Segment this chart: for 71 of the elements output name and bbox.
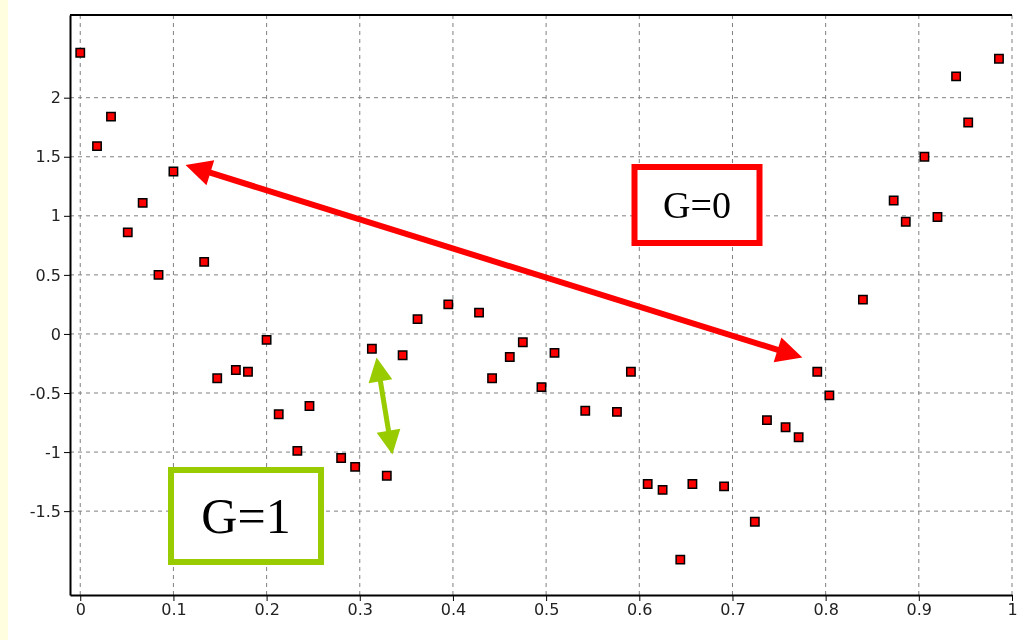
point <box>963 117 974 128</box>
point <box>350 461 361 472</box>
point <box>366 343 377 354</box>
annotation: G=0 <box>663 184 731 226</box>
y-tick-label: -0.5 <box>29 383 61 403</box>
point <box>642 479 653 489</box>
point <box>919 151 930 162</box>
point <box>292 445 303 456</box>
point <box>749 516 760 527</box>
point <box>762 415 772 426</box>
x-tick-label: 0 <box>75 600 86 620</box>
point <box>625 366 636 377</box>
point <box>304 401 315 411</box>
y-tick-label: -1 <box>45 442 61 462</box>
point <box>612 406 622 417</box>
point <box>900 216 911 227</box>
point <box>549 347 560 358</box>
point <box>487 373 498 384</box>
x-tick-label: 0.4 <box>440 600 467 620</box>
point <box>381 470 392 481</box>
point <box>106 111 116 122</box>
point <box>517 337 528 348</box>
point <box>824 390 835 401</box>
point <box>168 166 179 177</box>
point <box>812 366 823 377</box>
point <box>199 256 210 267</box>
point <box>474 307 484 318</box>
point <box>273 409 284 420</box>
point <box>536 382 547 393</box>
x-tick-label: 0.7 <box>720 600 746 620</box>
x-tick-label: 0.1 <box>161 600 187 620</box>
y-tick-label: 1.5 <box>35 147 61 167</box>
x-tick-label: 0.8 <box>813 600 839 620</box>
y-tick-label: 1 <box>50 206 61 226</box>
y-tick-label: 0.5 <box>35 265 61 285</box>
x-tick-label: 0.9 <box>906 600 933 620</box>
point <box>857 294 868 305</box>
point <box>336 453 347 463</box>
point <box>92 141 102 152</box>
x-tick-label: 0.2 <box>254 600 280 620</box>
point <box>951 71 962 82</box>
point <box>412 314 423 325</box>
point <box>888 195 899 206</box>
point <box>780 422 791 433</box>
point <box>994 53 1004 64</box>
point <box>657 484 668 495</box>
point <box>261 334 272 345</box>
point <box>122 227 133 238</box>
point <box>212 373 223 384</box>
y-tick-label: 0 <box>50 324 61 344</box>
x-tick-label: 1 <box>1007 600 1018 620</box>
point <box>932 212 943 222</box>
point <box>675 554 686 565</box>
point <box>243 366 253 377</box>
point <box>687 479 698 489</box>
point <box>443 299 454 310</box>
point <box>75 47 86 58</box>
point <box>793 432 804 443</box>
point <box>504 352 515 362</box>
annotation: G=1 <box>201 488 291 544</box>
point <box>580 405 591 416</box>
x-tick-label: 0.6 <box>627 600 653 620</box>
point <box>719 481 730 492</box>
x-tick-label: 0.5 <box>533 600 560 620</box>
y-tick-label: 2 <box>50 88 61 108</box>
point <box>397 350 408 361</box>
x-tick-label: 0.3 <box>347 600 373 620</box>
point <box>153 269 164 280</box>
point <box>230 365 241 375</box>
y-tick-label: -1.5 <box>29 501 61 521</box>
point <box>137 197 148 208</box>
